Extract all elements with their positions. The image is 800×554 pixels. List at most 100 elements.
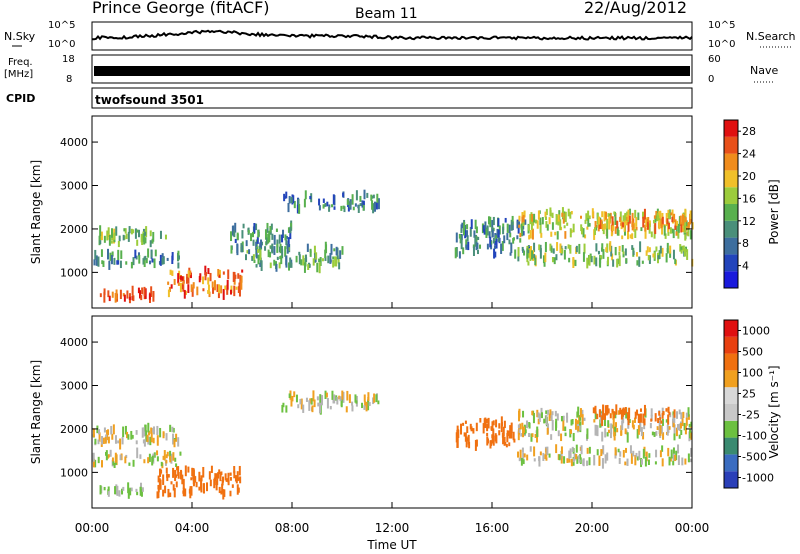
scatter-cell	[486, 432, 489, 437]
scatter-cell	[576, 411, 579, 418]
scatter-cell	[570, 458, 573, 467]
scatter-cell	[230, 289, 233, 295]
scatter-cell	[523, 210, 526, 218]
scatter-cell	[659, 425, 662, 436]
scatter-cell	[547, 409, 550, 415]
scatter-cell	[551, 222, 554, 230]
scatter-cell	[208, 471, 211, 480]
scatter-cell	[213, 280, 216, 291]
scatter-cell	[519, 449, 522, 461]
scatter-cell	[603, 413, 606, 420]
scatter-cell	[486, 423, 489, 432]
scatter-cell	[229, 490, 232, 497]
scatter-cell	[533, 213, 536, 223]
colorbar-tick-label: -100	[742, 430, 767, 443]
scatter-cell	[485, 227, 488, 238]
scatter-cell	[286, 243, 289, 254]
scatter-cell	[142, 258, 145, 265]
time-axis: 00:00 04:00 08:00 12:00 16:00 20:00 00:00	[75, 302, 709, 535]
scatter-cell	[668, 426, 671, 430]
scatter-cell	[282, 229, 285, 238]
nave-tick-high: 60	[708, 54, 721, 65]
scatter-cell	[596, 213, 599, 224]
velocity-y-ticks: 1000 2000 3000 4000	[60, 336, 692, 479]
scatter-cell	[293, 391, 296, 398]
scatter-cell	[604, 223, 607, 230]
scatter-cell	[503, 420, 506, 429]
scatter-cell	[187, 466, 190, 473]
colorbar-segment	[724, 336, 738, 354]
scatter-cell	[566, 222, 569, 226]
scatter-cell	[143, 459, 146, 464]
scatter-cell	[202, 276, 205, 285]
scatter-cell	[147, 430, 150, 436]
scatter-cell	[136, 491, 139, 496]
scatter-cell	[473, 230, 476, 238]
scatter-cell	[270, 245, 273, 250]
scatter-cell	[647, 216, 650, 222]
scatter-cell	[618, 245, 621, 252]
scatter-cell	[173, 487, 176, 498]
y-tick-label: 4000	[60, 136, 88, 149]
scatter-cell	[131, 434, 134, 439]
scatter-cell	[136, 229, 139, 233]
scatter-cell	[198, 276, 201, 283]
scatter-cell	[622, 449, 625, 458]
scatter-cell	[580, 224, 583, 232]
scatter-cell	[635, 226, 638, 231]
scatter-cell	[265, 237, 268, 245]
scatter-cell	[227, 472, 230, 484]
scatter-cell	[585, 213, 588, 221]
scatter-cell	[681, 417, 684, 427]
scatter-cell	[530, 433, 533, 442]
scatter-cell	[189, 487, 192, 499]
scatter-cell	[140, 482, 143, 489]
scatter-cell	[575, 245, 578, 253]
scatter-cell	[653, 215, 656, 219]
scatter-cell	[680, 223, 683, 233]
station-title: Prince George (fitACF)	[92, 0, 270, 17]
scatter-cell	[680, 412, 683, 420]
scatter-cell	[207, 268, 210, 275]
scatter-cell	[216, 473, 219, 479]
scatter-cell	[646, 246, 649, 253]
scatter-cell	[223, 489, 226, 497]
scatter-cell	[166, 451, 169, 457]
scatter-cell	[375, 394, 378, 403]
scatter-cell	[215, 480, 218, 491]
scatter-cell	[156, 491, 159, 499]
scatter-cell	[114, 293, 117, 303]
scatter-cell	[257, 254, 260, 265]
scatter-cell	[574, 259, 577, 267]
scatter-cell	[657, 418, 660, 424]
scatter-cell	[184, 465, 187, 477]
scatter-cell	[498, 225, 501, 235]
scatter-cell	[139, 454, 142, 459]
scatter-cell	[671, 209, 674, 216]
y-tick-label: 3000	[60, 180, 88, 193]
scatter-cell	[169, 455, 172, 463]
scatter-cell	[148, 453, 151, 462]
scatter-cell	[278, 262, 281, 269]
scatter-cell	[252, 239, 255, 246]
scatter-cell	[151, 258, 154, 263]
scatter-cell	[368, 402, 371, 406]
scatter-cell	[649, 422, 652, 429]
scatter-cell	[150, 286, 153, 297]
scatter-cell	[264, 229, 267, 240]
scatter-cell	[173, 279, 176, 285]
scatter-cell	[614, 411, 617, 419]
scatter-cell	[601, 458, 604, 469]
scatter-cell	[251, 231, 254, 238]
scatter-cell	[665, 419, 668, 423]
scatter-cell	[487, 417, 490, 429]
scatter-cell	[135, 440, 138, 445]
scatter-cell	[306, 243, 309, 252]
scatter-cell	[674, 225, 677, 230]
scatter-cell	[604, 405, 607, 415]
scatter-cell	[642, 211, 645, 219]
scatter-cell	[544, 216, 547, 221]
scatter-cell	[462, 247, 465, 255]
scatter-cell	[685, 220, 688, 227]
scatter-cell	[630, 453, 633, 464]
